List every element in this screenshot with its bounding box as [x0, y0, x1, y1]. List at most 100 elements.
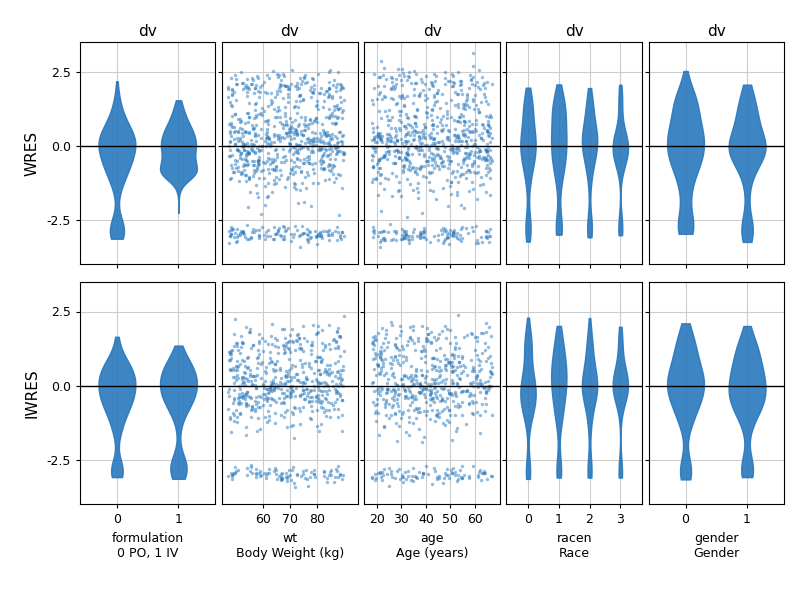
Point [244, 328, 257, 337]
Point [417, 384, 430, 394]
Point [237, 142, 250, 152]
Point [230, 370, 243, 380]
Point [241, 353, 254, 363]
Point [333, 210, 346, 220]
Point [245, 412, 258, 422]
Point [265, 331, 278, 341]
Point [378, 354, 391, 364]
Point [390, 334, 402, 343]
Point [332, 112, 345, 121]
Point [390, 135, 403, 145]
Point [468, 157, 481, 166]
Point [326, 93, 338, 103]
Point [390, 130, 402, 140]
Point [446, 140, 458, 149]
Point [450, 391, 462, 400]
Point [334, 127, 346, 137]
Point [338, 149, 350, 159]
Point [468, 346, 481, 355]
Point [446, 397, 459, 406]
Point [280, 155, 293, 165]
Point [322, 385, 335, 395]
Point [450, 147, 462, 157]
Point [337, 106, 350, 115]
Point [296, 466, 309, 476]
Point [460, 89, 473, 99]
Point [434, 158, 447, 168]
Point [449, 365, 462, 375]
Point [390, 235, 403, 244]
Point [318, 471, 330, 481]
Point [289, 143, 302, 153]
Point [302, 358, 315, 368]
Point [290, 330, 303, 340]
Point [387, 385, 400, 394]
Point [239, 389, 252, 399]
Point [336, 113, 349, 122]
Point [386, 94, 399, 103]
Point [303, 227, 316, 236]
Point [277, 121, 290, 130]
Point [477, 329, 490, 338]
Point [461, 370, 474, 379]
Point [284, 229, 297, 238]
Point [294, 471, 307, 481]
Point [482, 121, 494, 130]
Point [269, 333, 282, 343]
Point [284, 121, 297, 131]
Point [258, 377, 271, 386]
Point [322, 113, 335, 123]
Point [265, 356, 278, 365]
Point [274, 373, 287, 383]
Point [392, 358, 405, 368]
Point [451, 351, 464, 361]
Point [466, 119, 478, 129]
Point [312, 394, 325, 403]
Point [290, 335, 302, 345]
Point [462, 127, 475, 136]
Point [423, 389, 436, 398]
Point [423, 385, 436, 395]
Point [330, 79, 343, 89]
Point [474, 387, 486, 397]
Point [264, 380, 277, 390]
Point [238, 377, 250, 387]
Point [290, 108, 303, 118]
Point [450, 476, 463, 485]
Point [368, 348, 381, 358]
Point [287, 386, 300, 396]
Point [268, 104, 281, 114]
Point [325, 166, 338, 176]
Point [325, 466, 338, 475]
Point [294, 140, 306, 149]
Point [247, 160, 260, 169]
Point [275, 474, 288, 484]
Point [406, 321, 419, 331]
Point [398, 226, 410, 235]
Point [393, 106, 406, 116]
Point [333, 128, 346, 137]
Point [298, 388, 310, 398]
Point [336, 155, 349, 165]
Point [294, 143, 307, 152]
Point [242, 175, 255, 184]
Point [334, 470, 346, 480]
Point [370, 416, 383, 425]
Point [408, 394, 421, 404]
Point [226, 151, 238, 160]
Point [262, 115, 275, 125]
Point [390, 98, 403, 107]
Point [331, 104, 344, 114]
Point [396, 380, 409, 389]
Point [327, 478, 340, 487]
Point [373, 89, 386, 99]
Point [331, 323, 344, 333]
Point [293, 97, 306, 106]
Point [224, 232, 237, 241]
Point [456, 397, 469, 407]
Point [294, 391, 306, 400]
Point [322, 236, 335, 245]
Point [467, 150, 480, 160]
Point [442, 155, 454, 165]
Point [234, 148, 247, 158]
